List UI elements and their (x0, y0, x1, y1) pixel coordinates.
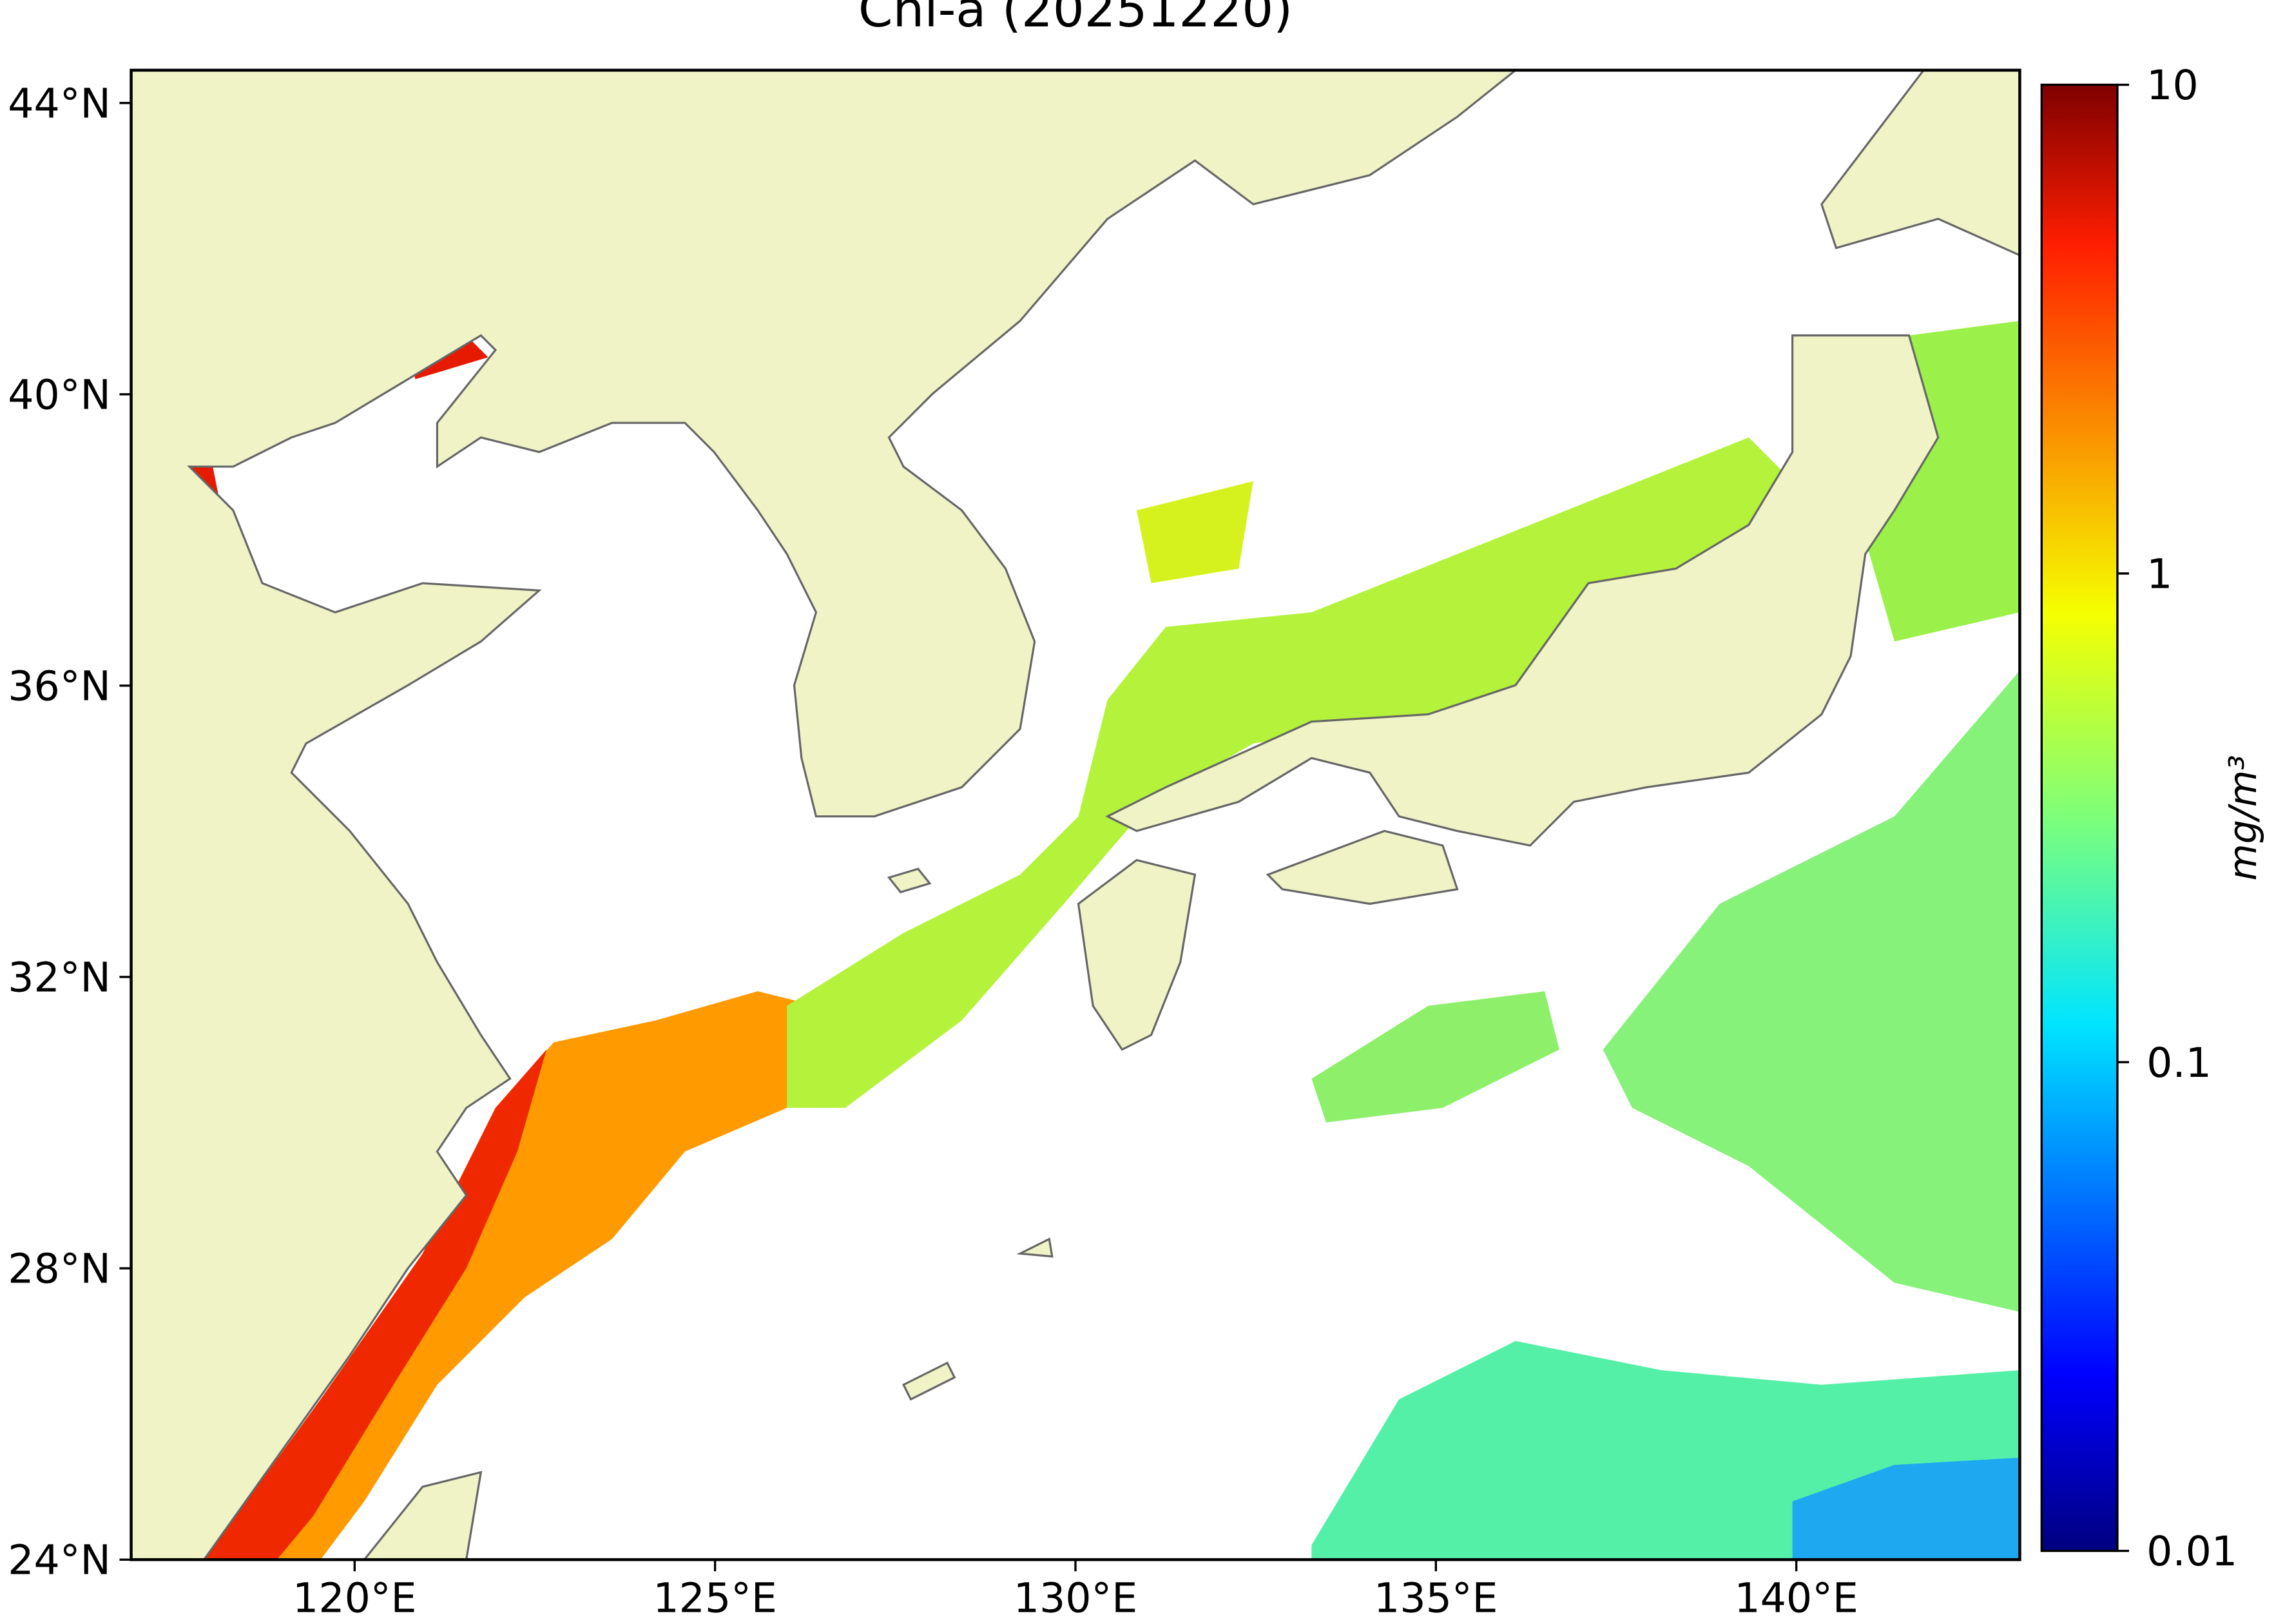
chl-patch (1311, 991, 1559, 1123)
x-tick-label: 120°E (293, 1574, 417, 1622)
shikoku (1266, 829, 1459, 905)
mainland (131, 70, 1518, 1560)
x-tick-label: 130°E (1014, 1574, 1138, 1622)
map (131, 70, 2020, 1560)
honshu (1105, 334, 1940, 847)
x-tick-label: 125°E (653, 1574, 777, 1622)
colorbar-tick-label: 0.1 (2146, 1039, 2212, 1087)
chl-patch (787, 437, 1793, 1108)
colorbar-tick-label: 0.01 (2146, 1527, 2237, 1575)
chl-patch (204, 1049, 547, 1560)
taiwan (363, 1471, 483, 1560)
x-tick-label: 135°E (1374, 1574, 1498, 1622)
y-tick-label: 40°N (8, 371, 111, 418)
x-tick-label: 140°E (1734, 1574, 1858, 1622)
y-tick-label: 36°N (8, 662, 111, 710)
colorbar-label: mg/m³ (2221, 755, 2265, 880)
colorbar-tick-label: 10 (2146, 61, 2199, 109)
colorbar (2040, 83, 2119, 1552)
chl-patch (1603, 670, 2020, 1312)
island (887, 867, 1054, 1401)
y-tick-label: 44°N (8, 79, 111, 127)
land (131, 70, 2020, 1560)
y-tick-label: 24°N (8, 1536, 111, 1584)
chl-patch (1792, 1457, 2020, 1560)
chart-title: Chl-a (20251220) (858, 0, 1293, 39)
colorbar-tick-label: 1 (2146, 550, 2172, 597)
chl-patch (1136, 481, 1253, 583)
y-tick-label: 32°N (8, 954, 111, 1001)
kyushu (1077, 858, 1197, 1051)
y-tick-label: 28°N (8, 1245, 111, 1293)
hokkaido (1820, 70, 2020, 256)
